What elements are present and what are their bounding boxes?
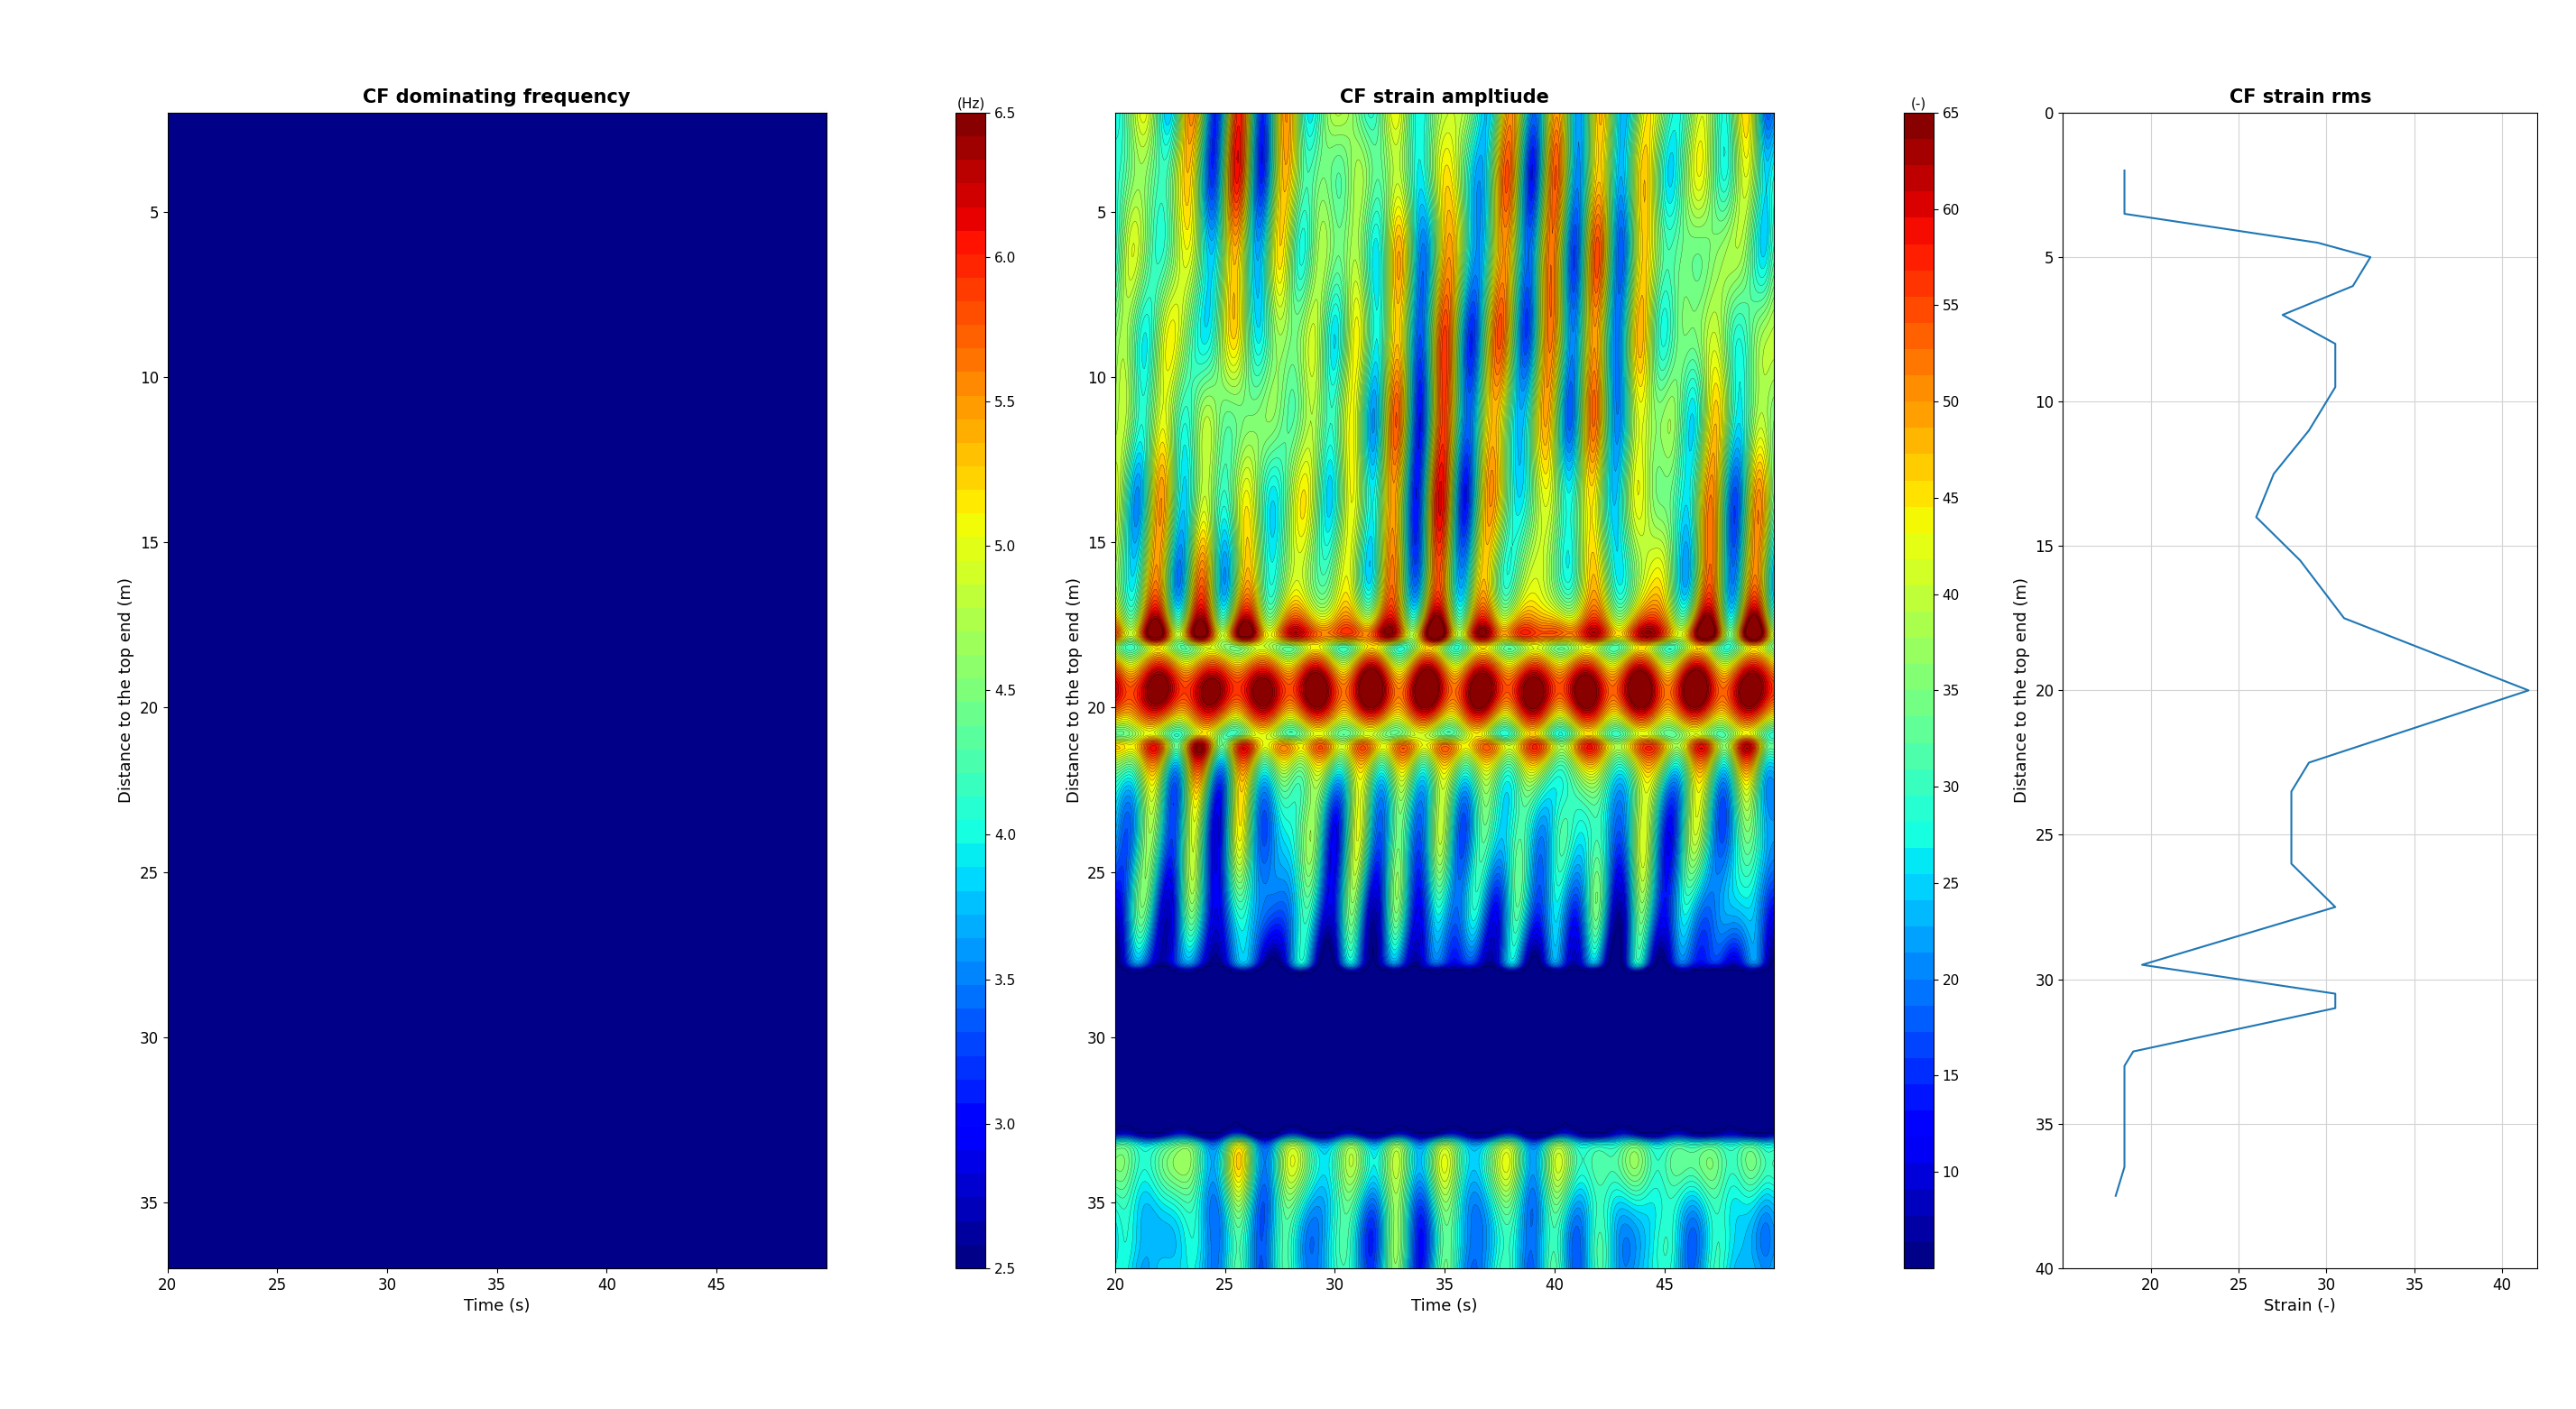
Title: CF strain rms: CF strain rms — [2228, 89, 2372, 106]
X-axis label: Time (s): Time (s) — [464, 1298, 531, 1315]
X-axis label: Strain (-): Strain (-) — [2264, 1298, 2336, 1315]
X-axis label: Time (s): Time (s) — [1412, 1298, 1479, 1315]
Y-axis label: Distance to the top end (m): Distance to the top end (m) — [2014, 578, 2030, 803]
Title: CF dominating frequency: CF dominating frequency — [363, 89, 631, 106]
Title: (Hz): (Hz) — [956, 97, 984, 110]
Title: CF strain ampltiude: CF strain ampltiude — [1340, 89, 1548, 106]
Y-axis label: Distance to the top end (m): Distance to the top end (m) — [118, 578, 134, 803]
Title: (-): (-) — [1911, 97, 1927, 110]
Y-axis label: Distance to the top end (m): Distance to the top end (m) — [1066, 578, 1082, 803]
